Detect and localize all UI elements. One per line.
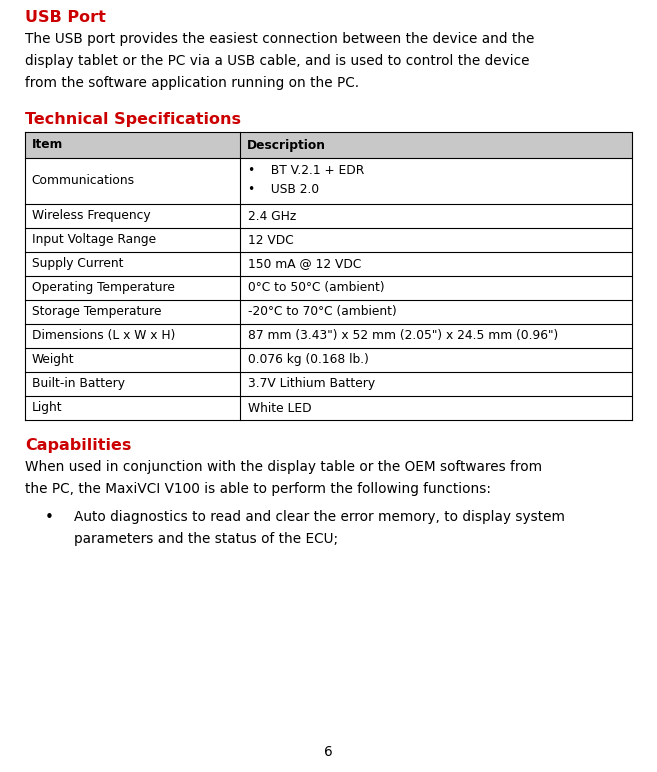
Bar [25, 158, 632, 204]
Bar [25, 348, 632, 372]
Text: Dimensions (L x W x H): Dimensions (L x W x H) [32, 330, 175, 343]
Text: Wireless Frequency: Wireless Frequency [32, 209, 150, 222]
Text: Input Voltage Range: Input Voltage Range [32, 233, 156, 246]
Text: 6: 6 [324, 745, 333, 759]
Text: Built-in Battery: Built-in Battery [32, 378, 125, 391]
Text: Weight: Weight [32, 354, 74, 367]
Bar [25, 372, 632, 396]
Bar [25, 228, 632, 252]
Text: White LED: White LED [248, 401, 312, 415]
Text: USB Port: USB Port [25, 10, 106, 25]
Text: 150 mA @ 12 VDC: 150 mA @ 12 VDC [248, 258, 362, 270]
Bar [25, 132, 632, 158]
Bar [25, 396, 632, 420]
Text: 0.076 kg (0.168 lb.): 0.076 kg (0.168 lb.) [248, 354, 369, 367]
Text: 3.7V Lithium Battery: 3.7V Lithium Battery [248, 378, 376, 391]
Text: Auto diagnostics to read and clear the error memory, to display system: Auto diagnostics to read and clear the e… [74, 510, 565, 524]
Text: •    BT V.2.1 + EDR: • BT V.2.1 + EDR [248, 164, 365, 177]
Bar [25, 300, 632, 324]
Text: 87 mm (3.43") x 52 mm (2.05") x 24.5 mm (0.96"): 87 mm (3.43") x 52 mm (2.05") x 24.5 mm … [248, 330, 558, 343]
Text: Capabilities: Capabilities [25, 438, 131, 453]
Text: 2.4 GHz: 2.4 GHz [248, 209, 296, 222]
Text: Light: Light [32, 401, 62, 415]
Text: When used in conjunction with the display table or the OEM softwares from: When used in conjunction with the displa… [25, 460, 542, 474]
Text: 12 VDC: 12 VDC [248, 233, 294, 246]
Bar [25, 204, 632, 228]
Text: parameters and the status of the ECU;: parameters and the status of the ECU; [74, 532, 338, 546]
Text: -20°C to 70°C (ambient): -20°C to 70°C (ambient) [248, 306, 397, 319]
Text: display tablet or the PC via a USB cable, and is used to control the device: display tablet or the PC via a USB cable… [25, 54, 530, 68]
Bar [25, 252, 632, 276]
Text: •: • [45, 510, 54, 525]
Text: Storage Temperature: Storage Temperature [32, 306, 161, 319]
Text: Description: Description [247, 138, 326, 151]
Text: Item: Item [32, 138, 63, 151]
Text: from the software application running on the PC.: from the software application running on… [25, 76, 359, 90]
Text: Technical Specifications: Technical Specifications [25, 112, 241, 127]
Bar [25, 324, 632, 348]
Text: Communications: Communications [32, 174, 135, 188]
Text: 0°C to 50°C (ambient): 0°C to 50°C (ambient) [248, 282, 385, 294]
Text: Supply Current: Supply Current [32, 258, 123, 270]
Text: The USB port provides the easiest connection between the device and the: The USB port provides the easiest connec… [25, 32, 534, 46]
Text: •    USB 2.0: • USB 2.0 [248, 183, 319, 196]
Bar [25, 276, 632, 300]
Text: Operating Temperature: Operating Temperature [32, 282, 174, 294]
Text: the PC, the MaxiVCI V100 is able to perform the following functions:: the PC, the MaxiVCI V100 is able to perf… [25, 482, 491, 496]
